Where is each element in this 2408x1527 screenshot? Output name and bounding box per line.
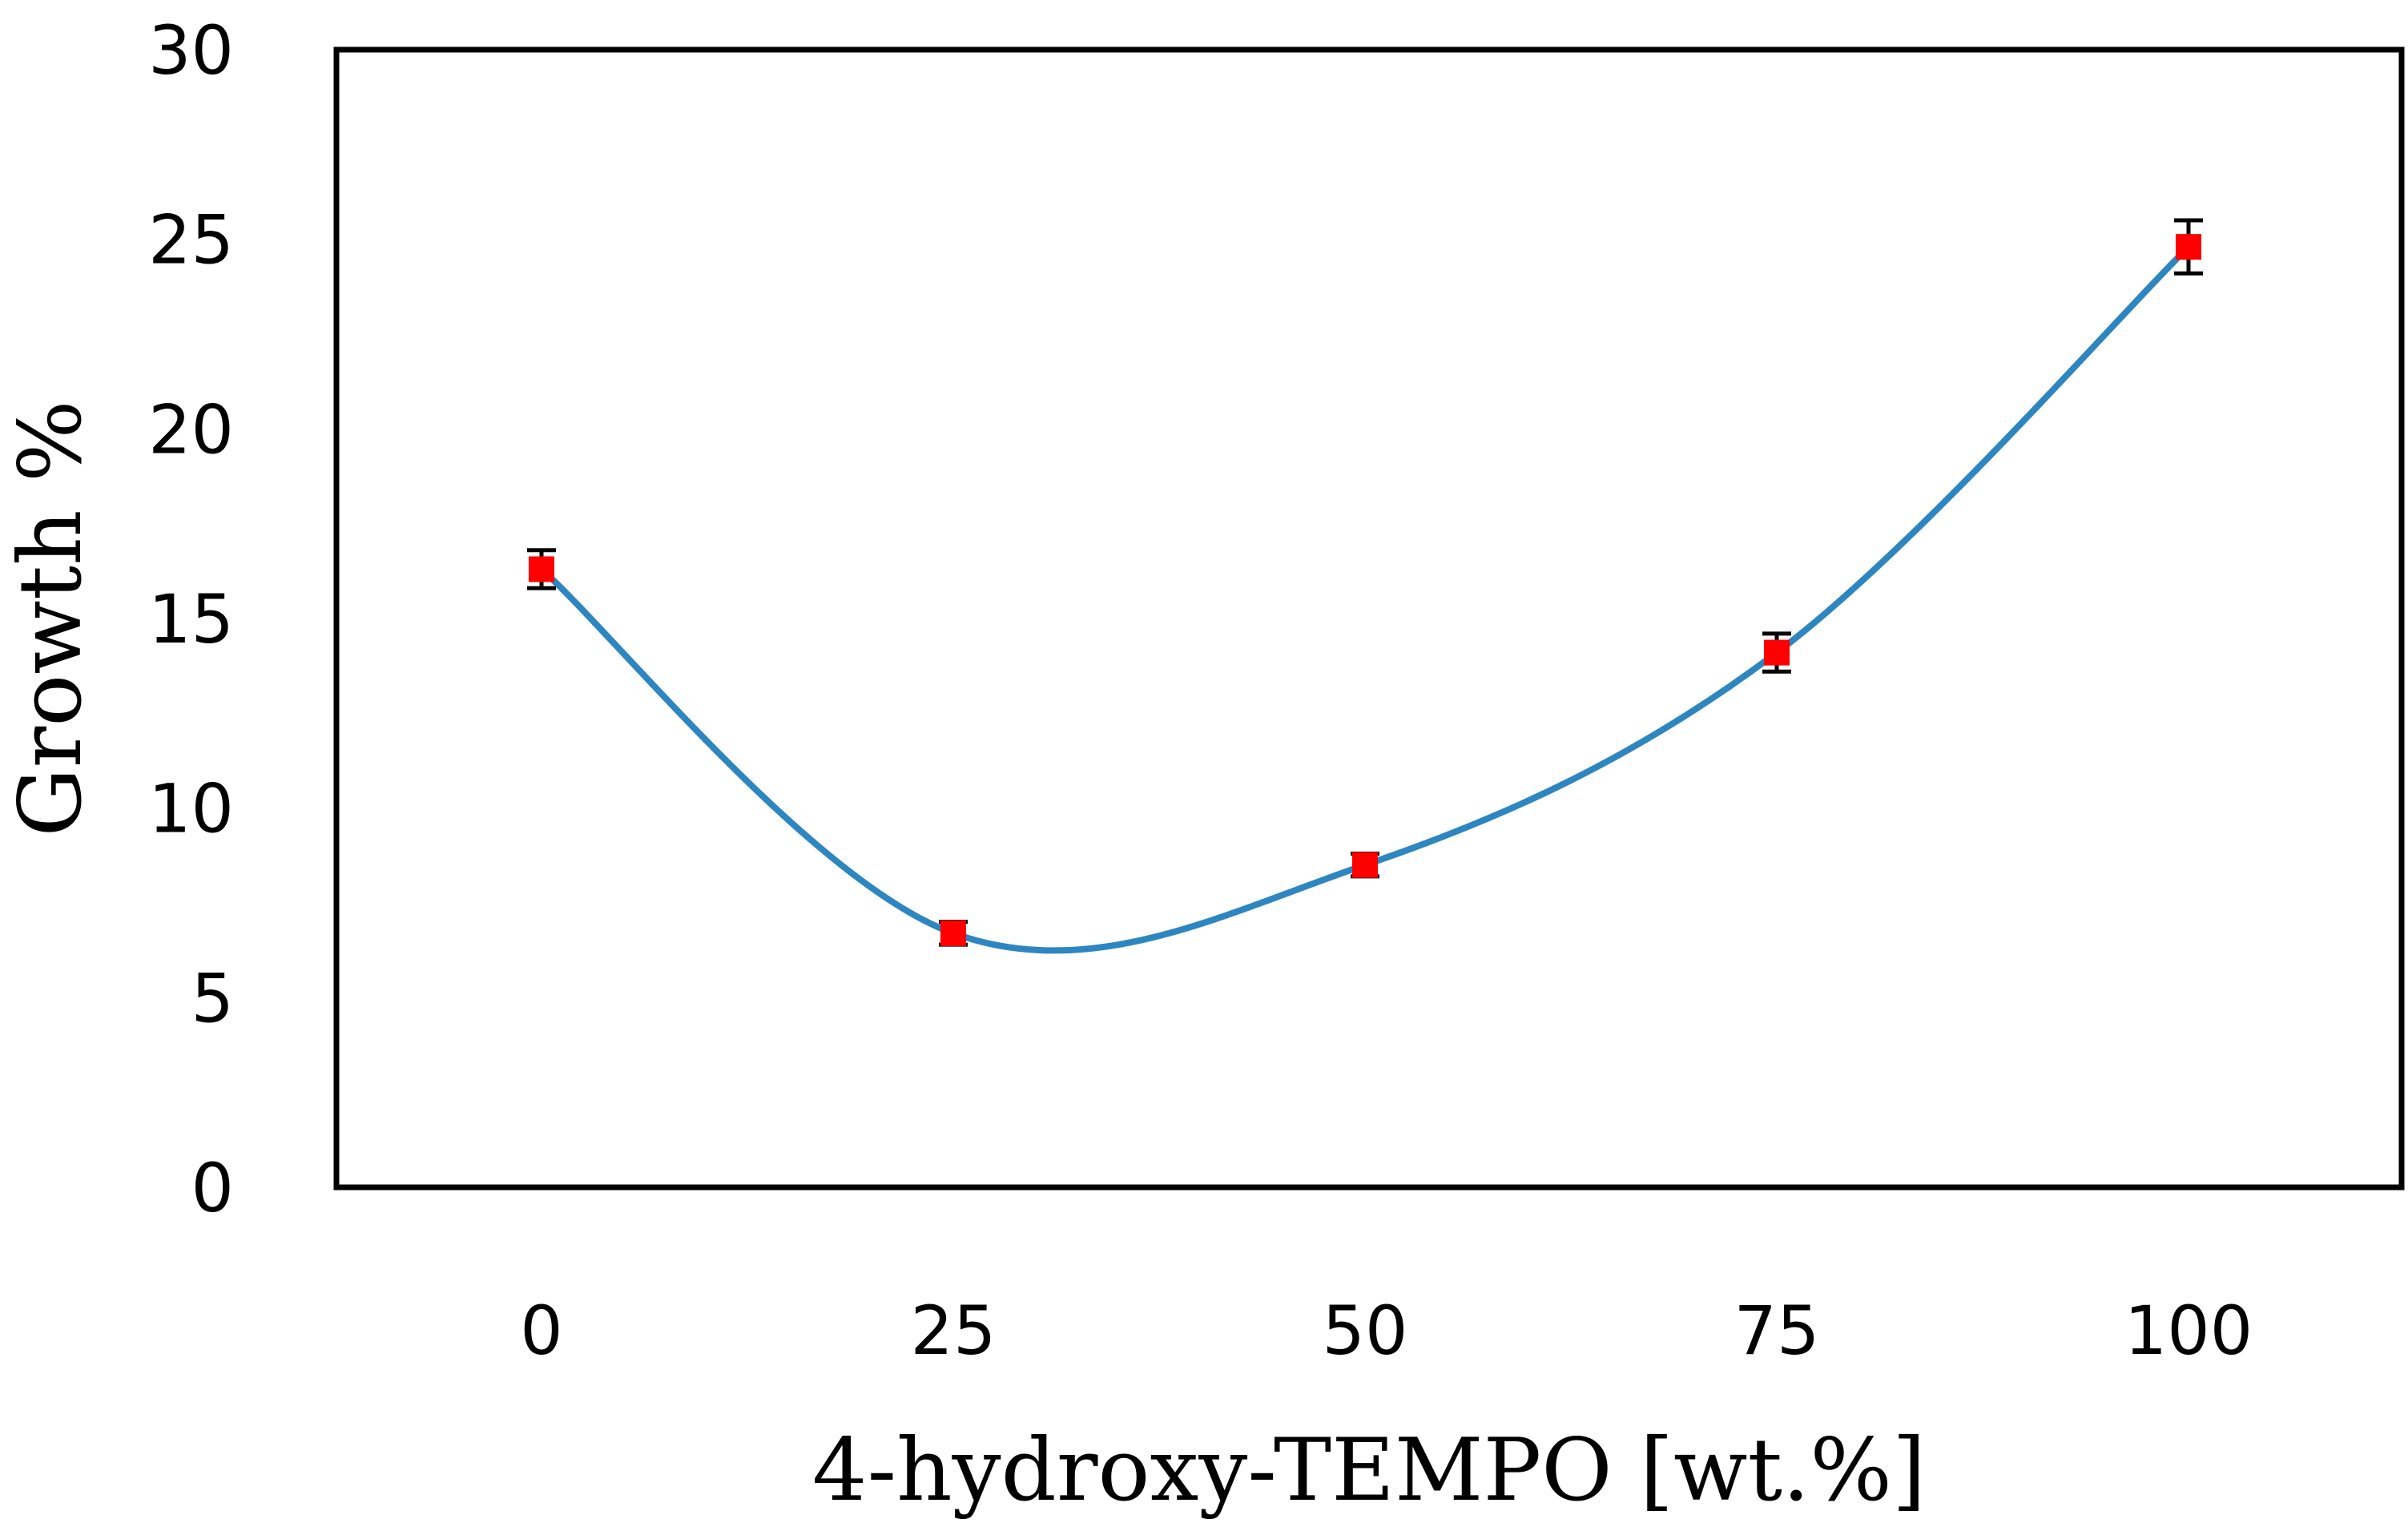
x-tick-label: 0	[520, 1291, 562, 1370]
data-marker	[940, 920, 966, 946]
x-tick-label: 75	[1734, 1291, 1820, 1370]
y-axis-ticks: 0 5 10 15 20 25 30	[148, 11, 234, 1227]
data-marker	[2176, 234, 2201, 260]
y-tick-label: 30	[148, 11, 234, 90]
x-tick-label: 50	[1323, 1291, 1408, 1370]
data-point	[939, 920, 968, 947]
y-tick-label: 15	[148, 580, 234, 659]
y-tick-label: 0	[191, 1149, 234, 1227]
x-axis-title: 4-hydroxy-TEMPO [wt.%]	[812, 1420, 1926, 1521]
data-points	[527, 218, 2203, 947]
plot-area-frame	[333, 46, 2405, 1191]
y-axis-title: Growth %	[1, 400, 101, 836]
data-point	[1351, 851, 1379, 879]
data-point	[2174, 218, 2203, 276]
x-axis-ticks: 0 25 50 75 100	[520, 1291, 2253, 1370]
data-point	[1762, 631, 1791, 674]
data-point	[527, 548, 556, 590]
x-tick-label: 25	[911, 1291, 997, 1370]
y-tick-label: 10	[148, 770, 234, 848]
x-tick-label: 100	[2124, 1291, 2253, 1370]
y-tick-label: 5	[191, 959, 234, 1037]
y-tick-label: 20	[148, 390, 234, 469]
series-line	[538, 244, 2192, 954]
data-marker	[529, 556, 554, 582]
y-tick-label: 25	[148, 201, 234, 280]
data-marker	[1352, 852, 1378, 878]
data-marker	[1764, 639, 1790, 666]
